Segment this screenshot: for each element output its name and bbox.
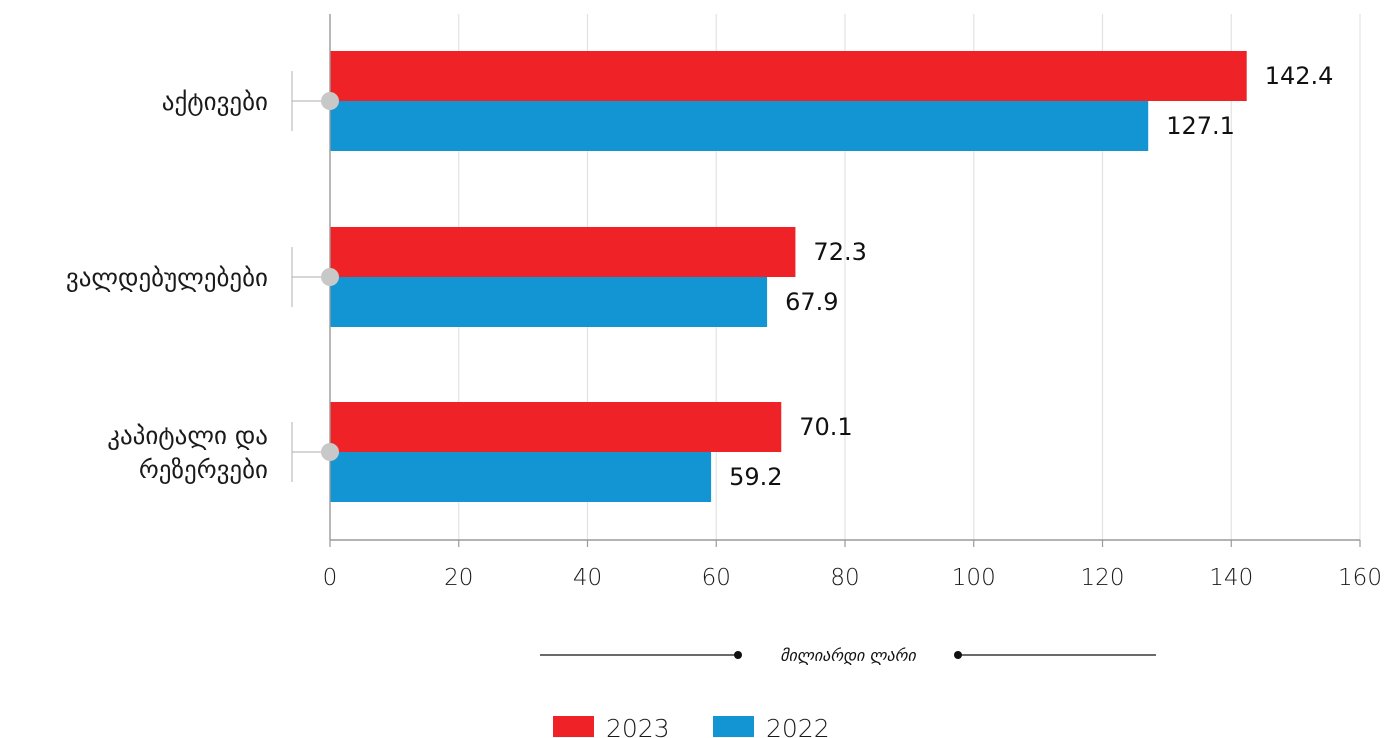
value-labels: 142.4 72.3 70.1 127.1 67.9 59.2 (729, 62, 1333, 491)
category-label: კაპიტალი და (107, 421, 268, 450)
x-tick-label: 20 (444, 565, 473, 591)
bar (330, 277, 768, 327)
legend-swatch (713, 716, 754, 737)
x-axis-label: მილიარდი ლარი (780, 646, 917, 665)
legend-label: 2022 (766, 714, 830, 738)
legend-swatch (553, 716, 594, 737)
value-label: 72.3 (813, 238, 866, 266)
value-label: 67.9 (785, 288, 838, 316)
bar (330, 452, 712, 502)
x-tick-label: 60 (702, 565, 731, 591)
legend: 2023 2022 (553, 714, 830, 738)
x-tick-label: 80 (830, 565, 859, 591)
bar (330, 227, 796, 277)
value-label: 127.1 (1166, 112, 1235, 140)
unit-dot-left (734, 651, 742, 659)
value-label: 59.2 (729, 463, 782, 491)
x-tick-label: 120 (1081, 565, 1125, 591)
legend-label: 2023 (606, 714, 670, 738)
value-label: 142.4 (1265, 62, 1334, 90)
axes (291, 14, 1361, 547)
x-tick-labels: 0 20 40 60 80 100 120 140 160 (323, 565, 1382, 591)
x-tick-label: 40 (573, 565, 602, 591)
category-marker (321, 443, 339, 461)
category-label: აქტივები (162, 87, 268, 116)
bar (330, 51, 1247, 101)
bar (330, 402, 782, 452)
category-label: რეზერვები (139, 455, 268, 484)
x-tick-label: 0 (323, 565, 338, 591)
category-label: ვალდებულებები (66, 263, 268, 292)
bar (330, 101, 1149, 151)
category-marker (321, 92, 339, 110)
value-label: 70.1 (799, 413, 852, 441)
bars (330, 51, 1247, 502)
x-tick-label: 140 (1209, 565, 1253, 591)
x-unit-caption: მილიარდი ლარი (540, 646, 1156, 665)
category-marker (321, 268, 339, 286)
x-tick-label: 160 (1338, 565, 1382, 591)
x-tick-label: 100 (952, 565, 996, 591)
category-labels: აქტივები ვალდებულებები კაპიტალი და რეზერვებ… (66, 87, 268, 484)
